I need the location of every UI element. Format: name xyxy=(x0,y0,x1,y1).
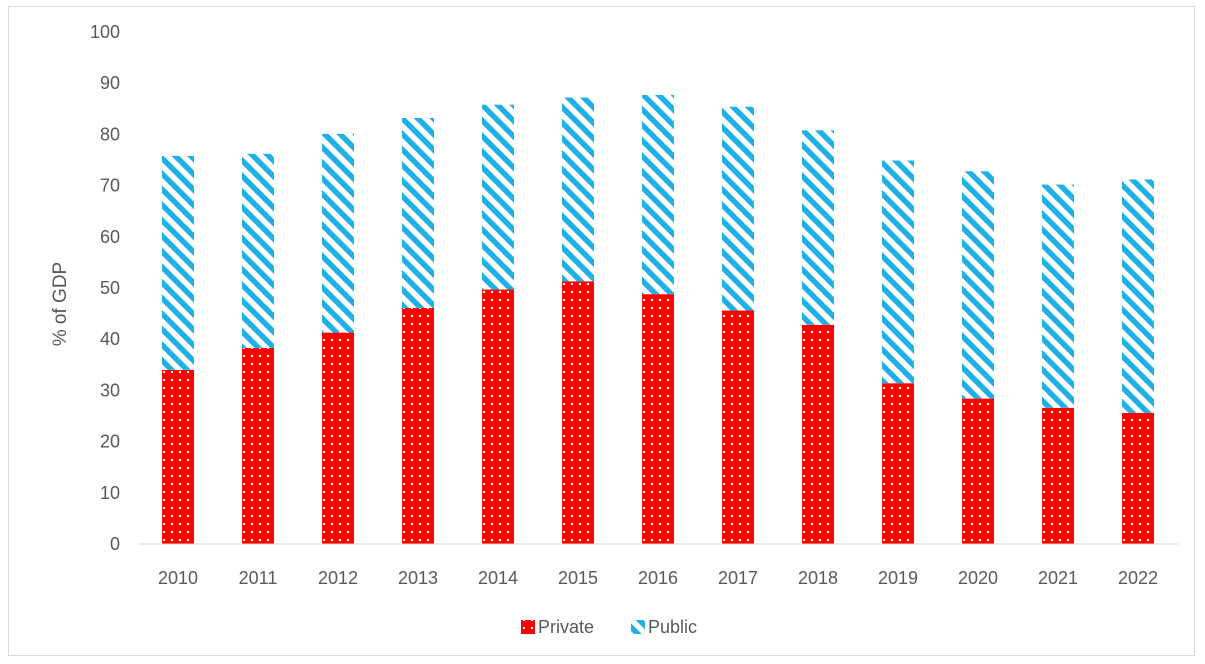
bar-private-2022 xyxy=(1122,412,1154,544)
bar-public-2010 xyxy=(162,155,194,370)
x-tick-label: 2018 xyxy=(798,568,838,588)
y-tick-label: 30 xyxy=(100,380,120,400)
legend-swatch-private xyxy=(521,620,535,634)
x-tick-label: 2014 xyxy=(478,568,518,588)
bar-public-2016 xyxy=(642,94,674,295)
bar-private-2017 xyxy=(722,310,754,544)
x-tick-label: 2012 xyxy=(318,568,358,588)
bar-public-2018 xyxy=(802,130,834,325)
y-tick-label: 0 xyxy=(110,534,120,554)
bar-public-2012 xyxy=(322,133,354,333)
bar-private-2010 xyxy=(162,369,194,544)
bar-public-2014 xyxy=(482,104,514,290)
bar-private-2015 xyxy=(562,281,594,544)
bar-private-2021 xyxy=(1042,407,1074,544)
legend-label-private: Private xyxy=(538,617,594,637)
bar-private-2018 xyxy=(802,324,834,544)
x-tick-label: 2015 xyxy=(558,568,598,588)
x-tick-label: 2011 xyxy=(239,568,278,588)
y-axis-title: % of GDP xyxy=(50,262,71,346)
bar-public-2020 xyxy=(962,171,994,399)
y-tick-label: 10 xyxy=(100,483,120,503)
y-tick-label: 20 xyxy=(100,432,120,452)
y-tick-label: 80 xyxy=(100,124,120,144)
x-tick-label: 2013 xyxy=(398,568,438,588)
bar-public-2017 xyxy=(722,106,754,311)
legend-swatch-public xyxy=(631,620,645,634)
bar-public-2015 xyxy=(562,97,594,282)
bar-private-2020 xyxy=(962,398,994,544)
bar-public-2013 xyxy=(402,118,434,308)
y-tick-label: 100 xyxy=(90,22,120,42)
bar-public-2021 xyxy=(1042,184,1074,408)
bars xyxy=(162,94,1154,544)
bar-private-2013 xyxy=(402,307,434,544)
x-tick-labels: 2010 2011 2012 2013 2014 2015 2016 2017 2018 2019… xyxy=(158,568,1158,588)
legend-label-public: Public xyxy=(648,617,697,637)
x-tick-label: 2016 xyxy=(638,568,678,588)
y-tick-label: 40 xyxy=(100,329,120,349)
x-tick-label: 2021 xyxy=(1038,568,1078,588)
bar-private-2012 xyxy=(322,332,354,544)
x-tick-label: 2019 xyxy=(878,568,918,588)
chart-frame xyxy=(8,6,1195,656)
x-tick-label: 2010 xyxy=(158,568,198,588)
bar-private-2016 xyxy=(642,294,674,544)
x-tick-label: 2017 xyxy=(718,568,758,588)
x-tick-label: 2020 xyxy=(958,568,998,588)
bar-private-2011 xyxy=(242,347,274,544)
y-tick-label: 60 xyxy=(100,227,120,247)
y-tick-label: 50 xyxy=(100,278,120,298)
y-tick-label: 70 xyxy=(100,176,120,196)
bar-private-2014 xyxy=(482,289,514,544)
bar-private-2019 xyxy=(882,383,914,544)
y-tick-labels: 0 10 20 30 40 50 60 70 80 90 100 xyxy=(90,22,120,554)
bar-public-2019 xyxy=(882,160,914,384)
bar-public-2011 xyxy=(242,153,274,348)
x-tick-label: 2022 xyxy=(1118,568,1158,588)
legend: Private Public xyxy=(521,617,697,637)
y-tick-label: 90 xyxy=(100,73,120,93)
bar-public-2022 xyxy=(1122,179,1154,413)
